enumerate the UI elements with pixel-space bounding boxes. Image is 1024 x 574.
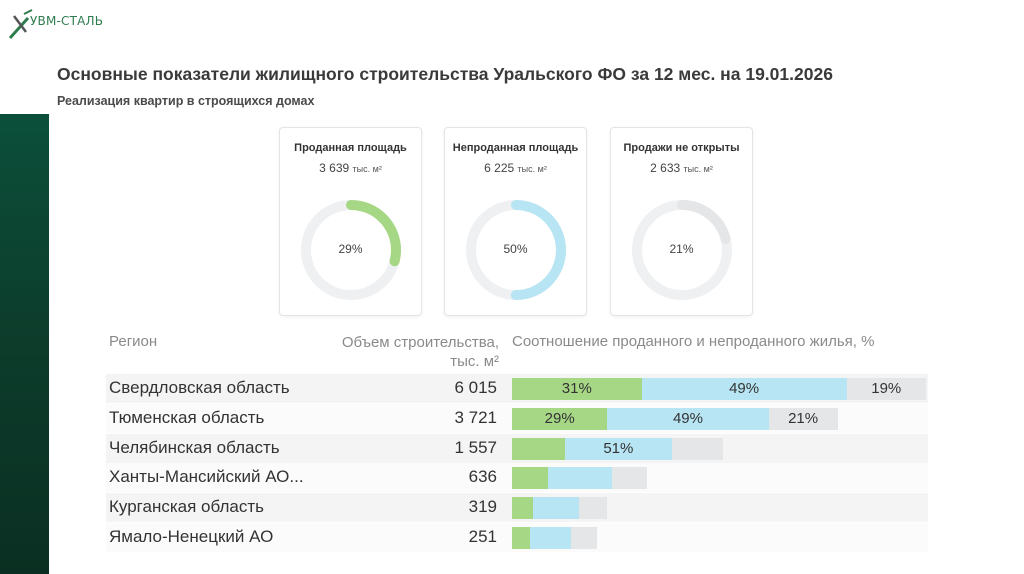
bar-segment-not-opened [672, 437, 723, 460]
stacked-bar: 31% 49% 19% [512, 378, 926, 400]
stacked-bar [512, 497, 926, 520]
region-volume: 319 [468, 497, 497, 517]
bar-segment-unsold [548, 467, 612, 490]
bar-segment-sold [512, 527, 530, 549]
page-title: Основные показатели жилищного строительс… [57, 64, 833, 84]
region-volume: 1 557 [454, 437, 497, 457]
region-name: Курганская область [109, 497, 264, 517]
col-header-ratio: Соотношение проданного и непроданного жи… [512, 333, 875, 350]
bar-segment-sold [512, 378, 642, 400]
bar-segment-unsold [532, 497, 579, 520]
stacked-bar: 29% 49% 21% [512, 407, 926, 430]
region-volume: 636 [468, 467, 497, 487]
bar-label-not-opened: 21% [788, 409, 819, 427]
bar-segment-not-opened [611, 467, 647, 490]
donut-sold-arc [301, 200, 401, 300]
donut-unsold-arc [466, 200, 566, 300]
bar-segment-sold [512, 497, 533, 520]
donut-unsold [466, 200, 566, 300]
region-volume: 251 [468, 527, 497, 546]
region-name: Челябинская область [109, 437, 280, 457]
region-name: Ханты-Мансийский АО... [109, 467, 304, 487]
bar-label-not-opened: 19% [871, 380, 902, 397]
card-sold-label: Проданная площадь [294, 142, 407, 154]
bar-segment-not-opened [578, 497, 608, 520]
stacked-bar [512, 527, 926, 549]
bar-segment-not-opened [768, 407, 838, 430]
card-sold: Проданная площадь 3 639 тыс. м² 29% [279, 127, 422, 316]
region-name: Свердловская область [109, 378, 290, 397]
col-header-volume-line2: тыс. м² [450, 353, 499, 370]
card-unsold: Непроданная площадь 6 225 тыс. м² 50% [444, 127, 587, 316]
donut-unsold-pct: 50% [503, 242, 528, 256]
donut-not-opened [632, 200, 732, 300]
bar-label-sold: 31% [561, 380, 592, 397]
logo-text: УВМ-СТАЛЬ [30, 14, 104, 28]
col-header-volume: Объем строительства, тыс. м² [342, 333, 499, 371]
bar-segment-not-opened [571, 527, 597, 549]
bar-segment-sold [512, 437, 565, 460]
side-decor-band [0, 114, 49, 574]
logo-mark [8, 9, 33, 40]
bar-segment-not-opened [846, 378, 926, 400]
page-subtitle: Реализация квартир в строящихся домах [57, 94, 315, 108]
bar-segment-unsold [529, 527, 572, 549]
bar-label-sold: 29% [544, 409, 575, 427]
col-header-volume-line1: Объем строительства, [341, 334, 499, 351]
card-not-opened: Продажи не открыты 2 633 тыс. м² 21% [610, 127, 753, 316]
bar-label-unsold: 51% [603, 439, 634, 457]
stacked-bar [512, 467, 926, 490]
bar-label-unsold: 49% [672, 409, 703, 427]
card-sold-unit: тыс. м² [352, 164, 382, 174]
donut-not-opened-arc [632, 200, 732, 300]
bar-label-unsold: 49% [729, 380, 760, 397]
card-unsold-value: 6 225 [484, 161, 515, 175]
card-unsold-unit: тыс. м² [517, 164, 547, 174]
region-volume: 3 721 [454, 407, 497, 427]
donut-sold-pct: 29% [338, 242, 363, 256]
region-name: Тюменская область [109, 407, 265, 427]
bar-segment-sold [512, 467, 549, 490]
bar-segment-unsold [607, 407, 769, 430]
donut-not-opened-pct: 21% [669, 242, 694, 256]
card-not-opened-label: Продажи не открыты [623, 142, 740, 154]
region-volume: 6 015 [454, 378, 497, 397]
bar-segment-unsold [641, 378, 847, 400]
donut-sold [301, 200, 401, 300]
stacked-bar: 51% [512, 437, 926, 460]
bar-segment-unsold [564, 437, 673, 460]
bar-segment-sold [512, 407, 608, 430]
card-not-opened-unit: тыс. м² [683, 164, 713, 174]
col-header-region: Регион [109, 333, 158, 350]
region-name: Ямало-Ненецкий АО [109, 527, 274, 546]
card-sold-value: 3 639 [319, 161, 350, 175]
card-not-opened-value: 2 633 [650, 161, 681, 175]
card-unsold-label: Непроданная площадь [452, 142, 579, 154]
